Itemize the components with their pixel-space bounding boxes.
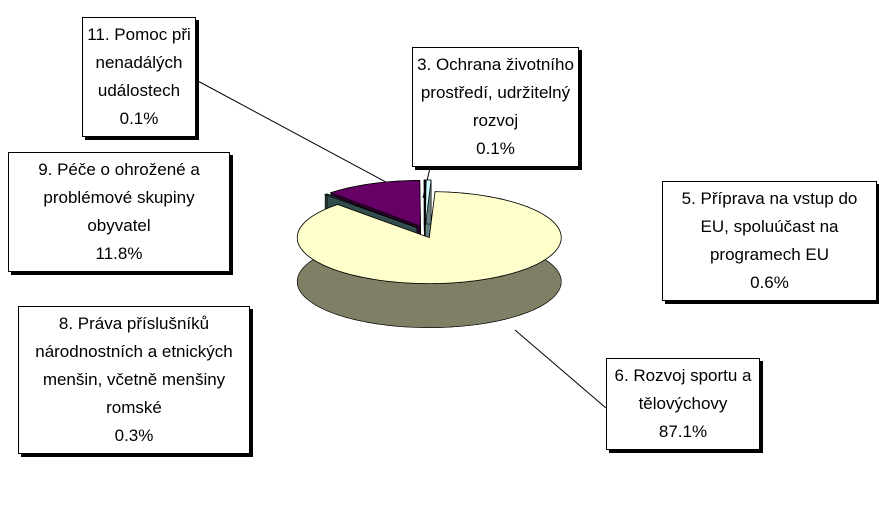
label-value: 0.6% — [750, 273, 789, 292]
data-label: 5. Příprava na vstup do EU, spoluúčast n… — [662, 181, 877, 301]
leader-line — [195, 79, 411, 196]
label-value: 0.3% — [114, 426, 154, 445]
slice — [329, 180, 421, 228]
label-name: 9. Péče o ohrožené a problémové skupiny … — [38, 160, 200, 235]
label-value: 0.1% — [476, 139, 515, 158]
slice — [296, 191, 562, 285]
label-name: 11. Pomoc při nenadálých událostech — [87, 25, 191, 100]
slice — [424, 179, 432, 227]
slice — [423, 179, 426, 227]
label-name: 5. Příprava na vstup do EU, spoluúčast n… — [681, 189, 858, 264]
label-value: 0.1% — [119, 109, 159, 128]
data-label: 11. Pomoc při nenadálých událostech 0.1% — [82, 17, 196, 137]
label-name: 3. Ochrana životního prostředí, udržitel… — [417, 55, 574, 130]
data-label: 6. Rozvoj sportu a tělovýchovy 87.1% — [606, 358, 760, 450]
data-label: 9. Péče o ohrožené a problémové skupiny … — [8, 152, 230, 272]
label-name: 8. Práva příslušníků národnostních a etn… — [35, 314, 233, 417]
data-label: 8. Práva příslušníků národnostních a etn… — [18, 306, 250, 454]
slice — [323, 193, 417, 229]
leader-line — [514, 329, 607, 409]
label-name: 6. Rozvoj sportu a tělovýchovy — [614, 366, 752, 413]
label-value: 11.8% — [95, 244, 143, 263]
label-value: 87.1% — [658, 422, 708, 441]
data-label: 3. Ochrana životního prostředí, udržitel… — [412, 47, 579, 167]
